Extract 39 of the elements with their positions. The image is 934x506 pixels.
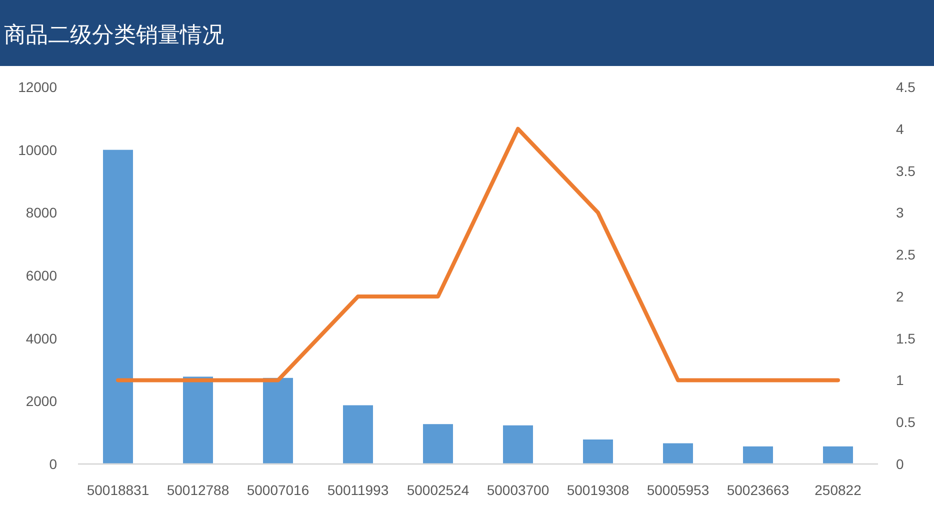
y2-tick-label: 1.5: [896, 330, 916, 346]
y-tick-label: 4000: [26, 330, 58, 346]
y2-tick-label: 2: [896, 288, 904, 304]
x-tick-label: 50018831: [86, 482, 150, 498]
bar: [503, 425, 533, 464]
bar: [103, 150, 133, 464]
bar: [343, 405, 373, 464]
x-tick-label: 50012788: [166, 482, 230, 498]
bar: [263, 378, 293, 464]
line-series: [116, 126, 840, 382]
x-tick-label: 50003700: [486, 482, 550, 498]
y-tick-label: 6000: [26, 268, 58, 284]
bar: [423, 424, 453, 464]
x-tick-label: 50011993: [327, 482, 389, 498]
y-tick-label: 12000: [18, 79, 58, 95]
y2-tick-label: 4.5: [896, 79, 916, 95]
x-tick-label: 250822: [814, 482, 862, 498]
x-tick-label: 50019308: [566, 482, 630, 498]
x-tick-label: 50005953: [646, 482, 710, 498]
bar: [743, 446, 773, 464]
y2-tick-label: 0: [896, 456, 904, 472]
y2-tick-label: 1: [896, 372, 904, 388]
y2-tick-label: 4: [896, 120, 904, 137]
y2-tick-label: 0.5: [896, 414, 916, 430]
chart-title: 商品二级分类销量情况: [4, 22, 224, 47]
y2-tick-label: 3.5: [896, 162, 916, 179]
y-tick-label: 8000: [26, 204, 58, 221]
bar: [183, 376, 213, 464]
y2-tick-label: 2.5: [896, 246, 916, 263]
x-tick-label: 50023663: [726, 482, 790, 498]
y-tick-label: 0: [49, 456, 58, 472]
x-tick-label: 50007016: [246, 482, 310, 498]
y-tick-label: 10000: [18, 142, 58, 158]
x-tick-label: 50002524: [406, 482, 470, 498]
y2-tick-label: 3: [896, 204, 904, 221]
bar: [583, 439, 613, 464]
bar: [663, 443, 693, 464]
bar: [823, 446, 853, 464]
y-tick-label: 2000: [26, 393, 58, 410]
